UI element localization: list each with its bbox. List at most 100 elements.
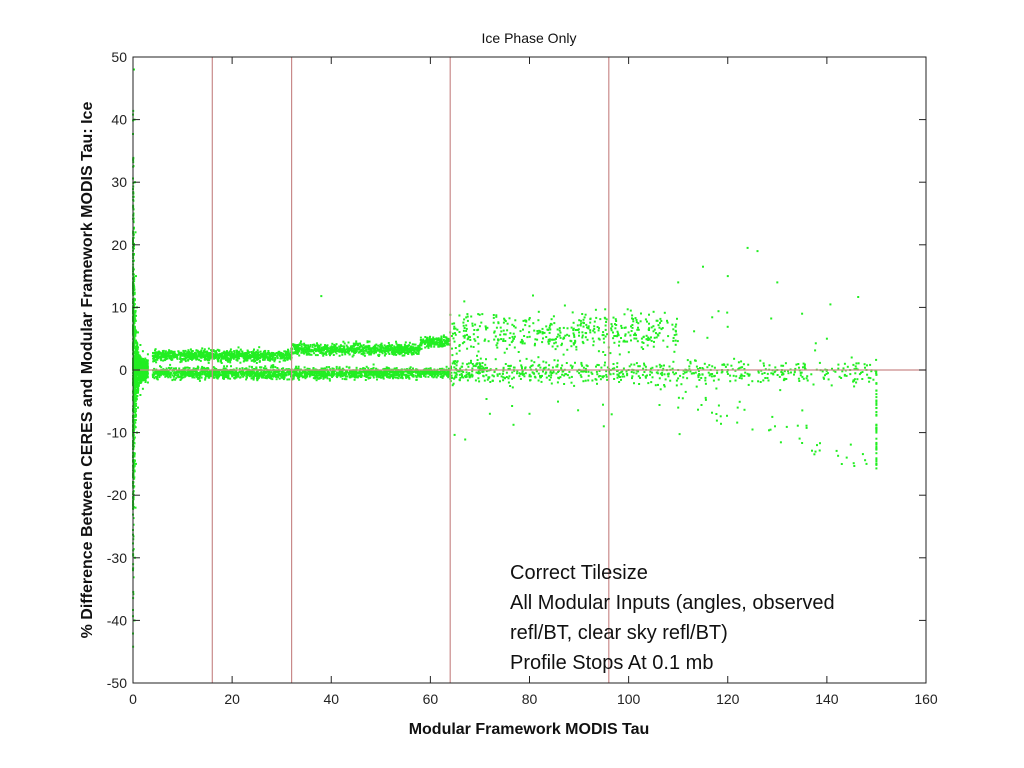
data-point	[434, 338, 437, 341]
data-point	[176, 354, 179, 356]
data-point	[423, 374, 425, 377]
data-point	[134, 426, 137, 429]
data-point	[274, 374, 276, 377]
data-point	[133, 347, 136, 350]
data-point	[392, 375, 395, 378]
data-point	[244, 357, 247, 360]
data-point	[303, 342, 306, 345]
data-point	[339, 350, 342, 353]
data-point	[299, 342, 302, 344]
data-point	[300, 345, 303, 348]
data-point	[177, 350, 180, 353]
data-point	[602, 425, 605, 428]
data-point	[335, 343, 338, 346]
data-point	[279, 374, 282, 377]
data-point	[188, 350, 191, 353]
data-point	[209, 357, 212, 360]
data-point	[212, 355, 215, 358]
data-point	[134, 400, 137, 402]
data-point	[192, 372, 195, 375]
data-point	[320, 295, 323, 298]
data-point	[269, 352, 272, 355]
data-point	[216, 348, 219, 351]
data-point	[378, 376, 381, 379]
data-point	[164, 351, 167, 354]
data-point	[345, 378, 348, 381]
data-point	[182, 367, 185, 370]
data-point	[309, 369, 312, 372]
data-point	[440, 335, 443, 338]
data-point	[134, 413, 137, 416]
data-point	[383, 367, 386, 370]
data-point	[180, 354, 183, 357]
data-point	[414, 343, 417, 346]
data-point	[252, 352, 255, 354]
data-point	[133, 402, 136, 405]
data-point	[173, 351, 175, 354]
data-point	[441, 372, 444, 375]
data-point	[358, 374, 361, 377]
data-point	[382, 371, 385, 374]
data-point	[226, 369, 229, 372]
data-point	[418, 373, 421, 376]
data-point	[351, 355, 354, 358]
data-point	[295, 349, 297, 352]
data-point	[296, 353, 299, 355]
data-point	[281, 376, 284, 378]
data-point	[407, 374, 410, 377]
data-point	[265, 367, 268, 370]
data-point	[139, 344, 142, 346]
data-point	[424, 341, 427, 343]
data-point	[426, 372, 429, 375]
data-point	[285, 356, 288, 359]
data-point	[265, 356, 268, 359]
data-point	[386, 370, 389, 373]
data-point	[298, 378, 301, 381]
data-point	[229, 377, 232, 380]
data-point	[225, 359, 227, 361]
data-point	[287, 373, 290, 376]
data-point	[239, 372, 242, 375]
data-point	[387, 367, 390, 370]
data-point	[132, 517, 135, 520]
data-point	[210, 349, 212, 352]
data-point	[309, 372, 312, 375]
data-point	[414, 369, 417, 372]
data-point	[303, 346, 306, 349]
data-point	[212, 374, 215, 377]
data-point	[441, 376, 444, 379]
data-point	[190, 350, 193, 353]
data-point	[331, 350, 334, 353]
data-point	[369, 376, 372, 379]
data-point	[202, 354, 205, 357]
data-point	[265, 353, 268, 356]
data-point	[405, 347, 408, 350]
data-point	[162, 372, 165, 375]
data-point	[726, 275, 729, 278]
data-point	[197, 353, 200, 356]
data-point	[184, 370, 187, 373]
data-point	[134, 298, 136, 301]
data-point	[132, 506, 135, 509]
data-point	[136, 395, 139, 397]
data-point	[227, 371, 229, 374]
data-point	[264, 365, 267, 368]
data-point	[296, 351, 299, 354]
data-point	[248, 354, 251, 356]
data-point	[258, 360, 261, 363]
data-point	[295, 374, 298, 377]
data-point	[200, 376, 203, 379]
data-point	[447, 376, 450, 379]
data-point	[295, 347, 298, 350]
data-point	[209, 374, 212, 377]
data-point	[184, 360, 187, 363]
data-point	[185, 354, 188, 357]
data-point	[137, 374, 140, 377]
data-point	[133, 327, 136, 330]
data-point	[439, 367, 441, 370]
data-point	[135, 389, 138, 392]
data-point	[214, 353, 217, 356]
data-point	[436, 372, 439, 375]
data-point	[288, 354, 291, 357]
data-point	[268, 373, 271, 376]
